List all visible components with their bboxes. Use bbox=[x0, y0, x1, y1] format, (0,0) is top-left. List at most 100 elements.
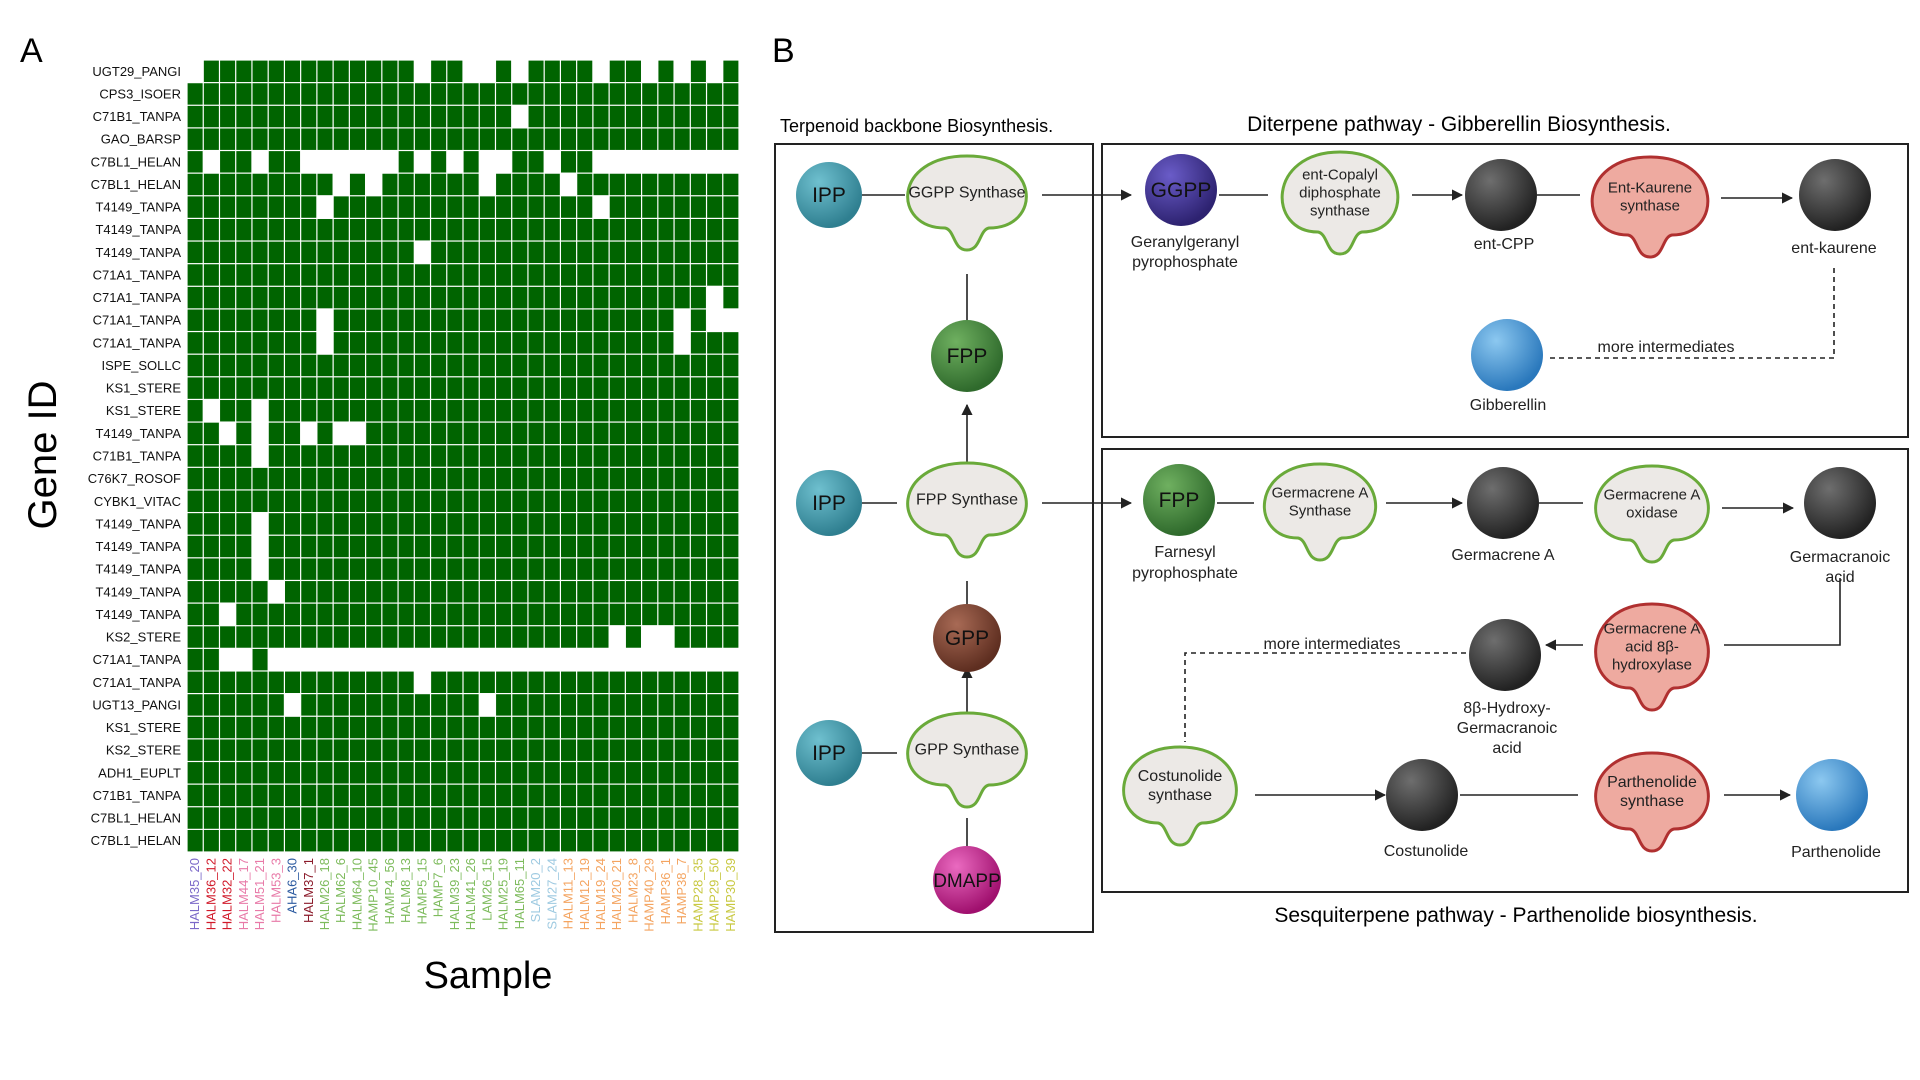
heatmap-cell bbox=[317, 422, 333, 445]
heatmap-cell bbox=[431, 739, 447, 761]
heatmap-cell bbox=[317, 196, 333, 218]
heatmap-cell bbox=[398, 151, 414, 173]
heatmap-cell bbox=[414, 151, 430, 173]
heatmap-cell bbox=[187, 807, 203, 829]
heatmap-cell bbox=[236, 603, 252, 626]
heatmap-cell bbox=[528, 354, 544, 377]
heatmap-cell bbox=[690, 535, 706, 558]
heatmap-cell bbox=[674, 467, 690, 490]
heatmap-cell bbox=[561, 535, 577, 558]
heatmap-cell bbox=[544, 739, 560, 761]
heatmap-cell bbox=[317, 128, 333, 150]
heatmap-cell bbox=[723, 535, 739, 558]
heatmap-cell bbox=[382, 581, 398, 603]
enzyme-shape bbox=[906, 711, 1028, 809]
column-label: HALM12_19 bbox=[577, 858, 592, 930]
heatmap-cell bbox=[203, 784, 219, 807]
heatmap-cell bbox=[317, 286, 333, 309]
ent-kaurene-molecule bbox=[1799, 159, 1871, 231]
heatmap-cell bbox=[317, 332, 333, 354]
heatmap-cell bbox=[447, 784, 463, 807]
heatmap-cell bbox=[561, 196, 577, 218]
column-label: HALM11_13 bbox=[561, 858, 576, 929]
column-label: HALM32_22 bbox=[220, 858, 235, 930]
row-label: T4149_TANPA bbox=[95, 607, 181, 622]
heatmap-cell bbox=[561, 445, 577, 467]
heatmap-cell bbox=[561, 490, 577, 512]
heatmap-cell bbox=[561, 151, 577, 173]
heatmap-cell bbox=[301, 128, 317, 150]
heatmap-cell bbox=[431, 286, 447, 309]
heatmap-cell bbox=[187, 151, 203, 173]
heatmap-cell bbox=[252, 581, 268, 603]
heatmap-cell bbox=[236, 105, 252, 128]
heatmap-cell bbox=[252, 513, 268, 535]
heatmap-cell bbox=[463, 83, 479, 105]
heatmap-cell bbox=[220, 151, 236, 173]
heatmap-cell bbox=[349, 332, 365, 354]
heatmap-cell bbox=[366, 581, 382, 603]
heatmap-cell bbox=[301, 219, 317, 241]
heatmap-cell bbox=[658, 173, 674, 196]
heatmap-cell bbox=[609, 286, 625, 309]
heatmap-cell bbox=[642, 422, 658, 445]
enzyme-label: acid 8β- bbox=[1625, 638, 1679, 655]
heatmap-cell bbox=[431, 535, 447, 558]
heatmap-cell bbox=[285, 173, 301, 196]
heatmap-cell bbox=[544, 286, 560, 309]
heatmap-cell bbox=[561, 716, 577, 739]
heatmap-cell bbox=[333, 309, 349, 331]
heatmap-cell bbox=[301, 694, 317, 716]
heatmap-cell bbox=[366, 716, 382, 739]
heatmap-cell bbox=[528, 648, 544, 671]
heatmap-cell bbox=[349, 400, 365, 422]
heatmap-cell bbox=[414, 716, 430, 739]
heatmap-cell bbox=[561, 807, 577, 829]
heatmap-cell bbox=[512, 513, 528, 535]
heatmap-cell bbox=[414, 354, 430, 377]
heatmap-cell bbox=[268, 626, 284, 648]
heatmap-cell bbox=[707, 807, 723, 829]
heatmap-cell bbox=[463, 603, 479, 626]
heatmap-cell bbox=[285, 784, 301, 807]
heatmap-cell bbox=[528, 490, 544, 512]
heatmap-cell bbox=[528, 60, 544, 83]
heatmap-cell bbox=[252, 264, 268, 286]
heatmap-cell bbox=[187, 581, 203, 603]
heatmap-cell bbox=[658, 241, 674, 264]
enzyme-shape bbox=[1594, 464, 1710, 564]
heatmap-cell bbox=[285, 762, 301, 784]
column-label: HALM23_8 bbox=[625, 858, 640, 923]
heatmap-cell bbox=[220, 784, 236, 807]
heatmap-cell bbox=[317, 490, 333, 512]
heatmap-cell bbox=[414, 626, 430, 648]
heatmap-cell bbox=[609, 513, 625, 535]
enzyme-label: hydroxylase bbox=[1612, 656, 1692, 673]
heatmap-cell bbox=[398, 264, 414, 286]
heatmap-cell bbox=[723, 694, 739, 716]
heatmap-cell bbox=[252, 648, 268, 671]
heatmap-cell bbox=[496, 309, 512, 331]
heatmap-cell bbox=[658, 829, 674, 852]
heatmap-cell bbox=[252, 241, 268, 264]
heatmap-cell bbox=[268, 332, 284, 354]
heatmap-cell bbox=[187, 467, 203, 490]
heatmap-cell bbox=[236, 784, 252, 807]
heatmap-cell bbox=[366, 558, 382, 580]
heatmap-cell bbox=[220, 490, 236, 512]
heatmap-cell bbox=[366, 829, 382, 852]
heatmap-cell bbox=[625, 151, 641, 173]
heatmap-cell bbox=[658, 83, 674, 105]
ggpp-caption-line1: Geranylgeranyl bbox=[1131, 234, 1240, 251]
heatmap-cell bbox=[642, 490, 658, 512]
heatmap-cell bbox=[528, 513, 544, 535]
heatmap-cell bbox=[609, 648, 625, 671]
heatmap-cell bbox=[544, 671, 560, 693]
heatmap-cell bbox=[528, 83, 544, 105]
enzyme-label: oxidase bbox=[1626, 504, 1678, 521]
heatmap-cell bbox=[203, 716, 219, 739]
heatmap-cell bbox=[609, 83, 625, 105]
dmapp-molecule: DMAPP bbox=[933, 846, 1001, 914]
heatmap-cell bbox=[463, 173, 479, 196]
heatmap-cell bbox=[658, 671, 674, 693]
